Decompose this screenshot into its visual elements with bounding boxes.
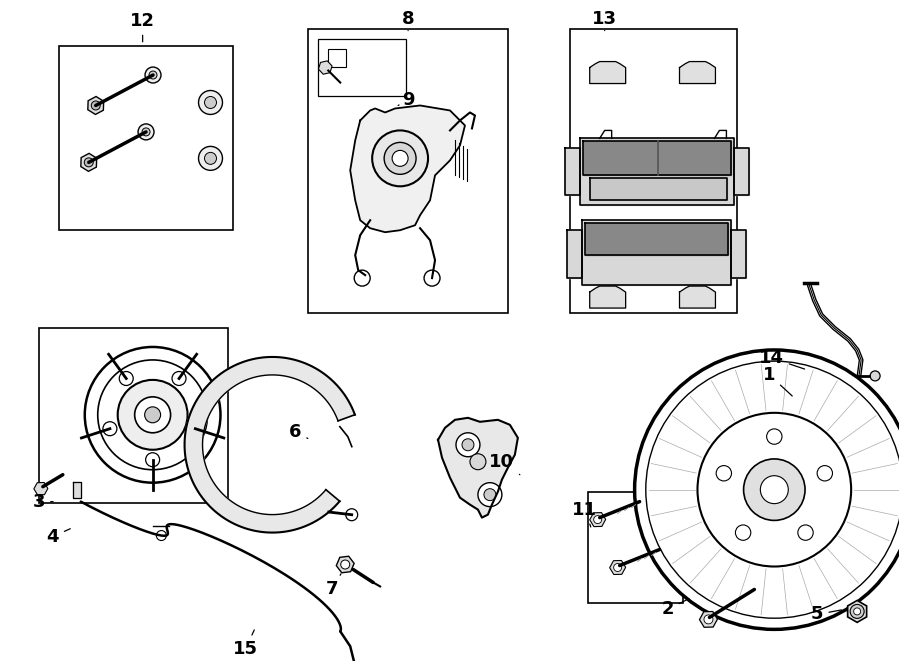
Text: 10: 10 [490,453,520,475]
Circle shape [594,516,602,524]
Circle shape [85,347,220,483]
Polygon shape [590,286,625,308]
Text: 4: 4 [47,528,70,545]
Polygon shape [585,223,728,255]
Circle shape [118,380,187,449]
Circle shape [767,429,782,444]
Circle shape [735,525,751,540]
Circle shape [392,150,408,166]
Text: 15: 15 [233,630,258,658]
Text: 2: 2 [662,598,689,618]
Polygon shape [680,62,716,83]
Bar [39,328,229,502]
Circle shape [478,483,502,506]
Bar [319,38,406,97]
Text: 7: 7 [326,574,341,598]
Circle shape [854,608,860,615]
Circle shape [424,270,440,286]
Circle shape [484,489,496,500]
Circle shape [138,124,154,140]
Polygon shape [580,138,734,205]
Polygon shape [590,62,625,83]
Circle shape [704,615,713,624]
Polygon shape [581,220,732,285]
Circle shape [85,158,94,167]
Circle shape [850,604,864,618]
Circle shape [135,397,171,433]
Bar [58,46,233,230]
Circle shape [145,407,160,423]
Circle shape [146,453,159,467]
Circle shape [698,413,851,567]
Circle shape [188,422,202,436]
Circle shape [646,361,900,618]
Text: 3: 3 [32,493,53,510]
Circle shape [204,97,217,109]
Polygon shape [88,97,104,115]
Polygon shape [590,178,727,201]
Circle shape [91,101,100,110]
Circle shape [634,350,900,630]
Circle shape [172,371,186,385]
Circle shape [142,128,150,136]
Circle shape [145,67,161,83]
Circle shape [103,422,117,436]
Polygon shape [350,105,465,232]
Circle shape [373,130,428,186]
Bar [588,492,682,604]
Circle shape [149,71,157,79]
Circle shape [204,152,217,164]
Circle shape [716,465,732,481]
Polygon shape [438,418,518,518]
Text: 5: 5 [811,606,842,624]
Circle shape [470,453,486,470]
Circle shape [743,459,806,520]
Circle shape [614,563,622,571]
Text: 9: 9 [398,91,414,109]
Circle shape [817,465,833,481]
Text: 11: 11 [572,500,598,527]
Polygon shape [582,142,732,175]
Polygon shape [732,230,746,278]
Polygon shape [73,482,81,498]
Circle shape [760,476,788,504]
Text: 8: 8 [401,10,414,30]
Circle shape [157,530,166,541]
Polygon shape [565,148,580,195]
Text: 1: 1 [763,366,792,396]
Circle shape [797,525,814,540]
Polygon shape [184,357,355,532]
Text: 13: 13 [592,10,617,30]
Circle shape [199,146,222,170]
Polygon shape [680,286,716,308]
Bar [570,28,737,313]
Circle shape [341,560,350,569]
Bar [328,48,346,67]
Circle shape [119,371,133,385]
Circle shape [98,360,208,470]
Circle shape [384,142,416,174]
Polygon shape [81,154,96,171]
Circle shape [346,508,357,521]
Circle shape [199,91,222,115]
Text: 14: 14 [759,349,805,369]
Circle shape [462,439,474,451]
Circle shape [870,371,880,381]
Text: 12: 12 [130,12,155,42]
Bar [309,28,508,313]
Polygon shape [734,148,750,195]
Circle shape [355,270,370,286]
Polygon shape [567,230,581,278]
Circle shape [456,433,480,457]
Text: 6: 6 [289,423,308,441]
